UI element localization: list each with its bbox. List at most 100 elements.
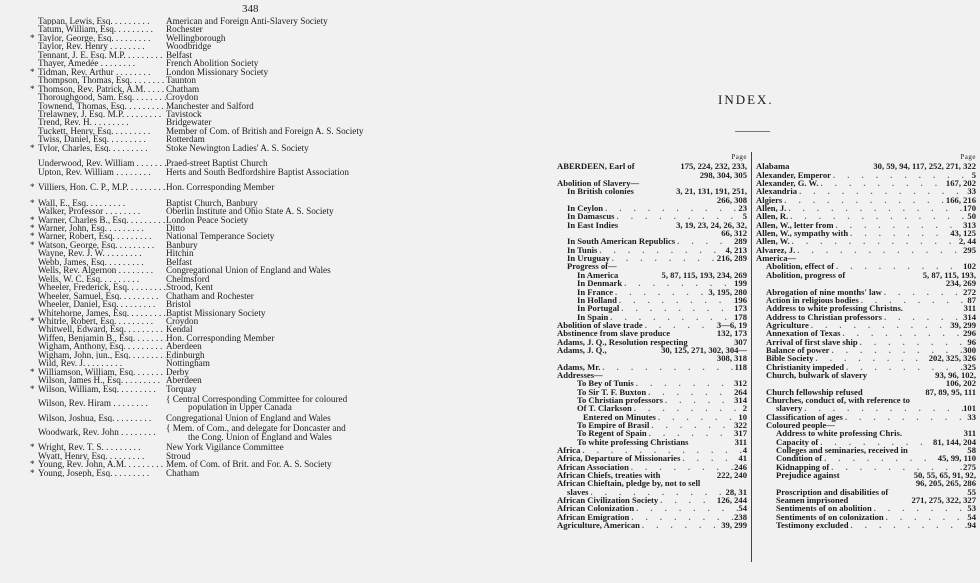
list-item: Whitwell, Edward, Esq. . . . . . . . . Ke… [30,325,570,334]
list-item: Trelawney, J. Esq. M.P. . . . . . . . .T… [30,109,570,118]
member-place-cell: Hon. Corresponding Member [166,333,570,342]
index-entry: Balance of power. . . . . . . . . . . . … [756,345,976,354]
leader-dots: . . . . . . . . . . . . . . . . [648,387,734,396]
member-name-cell: Townend, Thomas, Esq. . . . . . . . . [30,102,166,110]
index-pages: 222, 240 [716,470,747,481]
index-term: Allen, W. [756,236,790,247]
member-name: Wild, Rev. J. [38,359,86,368]
member-name: Warner, Charles B., Esq. [38,215,129,224]
member-place: Edinburgh [166,349,205,360]
leader-dots: . . . . . . . . [113,33,151,43]
index-entry: Coloured people— [756,421,976,430]
index-entry: To white professing Christians 311 [557,436,747,447]
member-place: Bristol [166,299,192,310]
member-place-cell: { Mem. of Com., and delegate for Doncast… [166,424,570,442]
index-entry: Africa, Departure of Missionaries. . . .… [557,454,747,463]
index-pages-continued: 266, 308 [716,194,747,205]
index-pages: 264 [734,386,747,397]
index-entry: Abolition, effect of. . . . . . . . . . … [756,262,976,271]
index-term: Colleges and seminaries, received in [776,445,908,456]
member-place-cell: Rochester [166,25,570,34]
index-pages: 314 [734,394,747,405]
leader-dots: . . . . . . . . . . . . . . . . [611,254,717,263]
index-term: Of T. Clarkson [577,403,632,414]
index-pages: 87 [967,294,976,305]
member-name-cell: Wayne, Rev. J. W. . . . . . . . . [30,249,166,257]
index-pages: 53 [967,503,976,514]
index-term: In Damascus [567,211,615,222]
member-place: Banbury [166,239,198,250]
member-name: Wilson, Rev. Hiram [38,398,112,409]
index-pages: 312 [734,378,747,389]
leader-dots: . . . . . . . . . . . . . . . . [797,245,963,255]
index-term: In Portugal [577,303,620,314]
leader-dots: . . . . . . . . [102,274,140,284]
list-item: Whitehorne, James, Esq. . . . . . . . .B… [30,308,570,317]
member-place: Bridgewater [166,117,212,128]
leader-dots: . . . . . . . . . . . . . . . . [824,454,938,463]
leader-dots: . . . . . . . . . . . . . . . . [846,362,963,371]
member-place: New York Vigilance Committee [166,442,284,453]
index-entry: Allen, W.. . . . . . . . . . . . . . . .… [756,236,976,247]
member-name: Wiffen, Benjamin B., Esq. [38,333,136,343]
member-name: Wheeler, Samuel, Esq. [38,291,122,301]
list-item: Wyatt, Henry, Esq. . . . . . . . . Stroud [30,450,570,461]
leader-dots: . . . . . . . . . . . . . . . . [615,287,708,296]
list-item: Wild, Rev. J. . . . . . . . . Nottingham [30,359,570,368]
index-entry: Action in religious bodies. . . . . . . … [756,294,976,305]
index-term: Testimony excluded [776,520,849,531]
index-term: To Regent of Spain [577,428,647,439]
member-name-cell: * Young, Rev. John, A.M. . . . . . . . . [30,460,166,468]
index-pages: 54 [738,503,747,514]
leader-dots: . . . . . . . . . . . . . . . . [682,454,738,463]
index-pages: 50 [967,211,976,222]
leader-dots: . . . . . . . . [98,59,136,68]
leader-dots: . . . . . . . . . . . . . . . . [836,262,963,271]
member-name: Wilson, James H., Esq. [38,376,124,385]
index-pages: 33 [967,411,976,422]
list-item: Wilson, Rev. Hiram . . . . . . . .{ Cent… [30,394,570,412]
index-entry: Sentiments of on colonization. . . . . .… [756,512,976,521]
leader-dots: . . . . . . . . [114,232,152,241]
index-pages: 87, 89, 95, 111 [925,386,976,397]
leader-dots [607,346,661,354]
member-place-cell: Chelmsford [166,274,570,283]
member-place-cell: Chatham [166,84,570,93]
leader-dots: . . . . . . . . . . . . . . . . [599,245,725,255]
list-item: * Wilson, William, Esq. . . . . . . . . To… [30,384,570,394]
index-entry: Seamen imprisoned 271, 275, 322, 327 [756,495,976,506]
index-pages: 5 [971,169,976,180]
member-place-cell: Derby [166,367,570,376]
leader-dots: . . . . . . . . [119,384,156,394]
member-name-cell: Wigham, John, jun., Esq. . . . . . . . . [30,351,166,359]
asterisk-mark: * [30,84,35,94]
member-place: Member of Com. of British and Foreign A.… [166,125,364,136]
index-term: Allen, W., sympathy with [756,228,849,239]
index-pages: 271, 275, 322, 327 [911,495,976,506]
member-list: Tappan, Lewis, Esq. . . . . . . . . Ameri… [30,16,570,477]
leader-dots: . . . . . . . . . . . . . . . . [810,320,950,330]
index-pages: 94 [967,520,976,531]
index-term: To Christian professors [577,394,663,405]
index-pages-continued: 308, 318 [716,353,747,364]
member-name-cell: Underwood, Rev. William . . . . . . . . [30,159,166,167]
index-term: In Spain [577,311,609,322]
member-place: Stroud [166,450,191,461]
index-pages: 311 [734,436,747,447]
list-item: Walker, Professor . . . . . . . . Oberlin… [30,206,570,215]
index-entry: Kidnapping of. . . . . . . . . . . . . .… [756,461,976,472]
member-name: Young, Rev. John, A.M. [38,460,127,469]
leader-dots: . . . . . . . . . . . . . . . . [590,487,725,497]
index-entry: In Spain. . . . . . . . . . . . . . . .1… [557,311,747,322]
leader-dots: . . . . . . . . [109,135,146,144]
leader-dots: . . . . . . . . . . . . . . . . [633,404,743,413]
index-entry: In France. . . . . . . . . . . . . . . .… [557,287,747,296]
list-item: Thompson, Thomas, Esq. . . . . . . . . Ta… [30,76,570,85]
index-entry: Proscription and disabilities of 55 [756,487,976,496]
list-item: Tennant, J. E. Esq. M.P. . . . . . . . .… [30,50,570,59]
member-place-cell: Edinburgh [166,349,570,360]
index-entry: In Damascus. . . . . . . . . . . . . . .… [557,211,747,222]
index-pages: 275 [963,461,976,472]
leader-dots: . . . . . . . . [117,240,155,250]
leader-dots: . . . . . . . . [116,266,154,275]
